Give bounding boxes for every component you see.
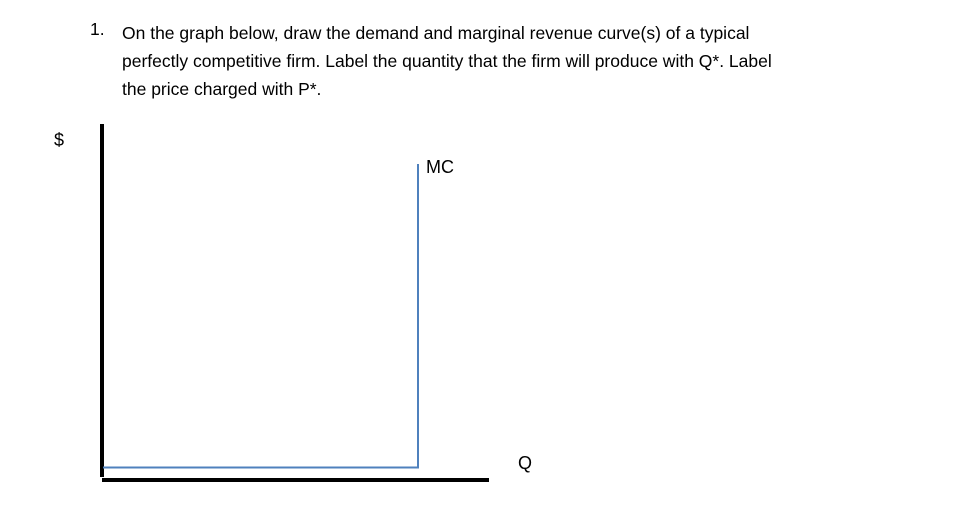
x-axis-label: Q [518,453,533,473]
mc-label: MC [426,157,454,177]
question-number: 1. [90,19,105,39]
question-line: perfectly competitive firm. Label the qu… [122,51,772,71]
question-line: On the graph below, draw the demand and … [122,23,750,43]
y-axis-label: $ [54,130,65,150]
mc-curve [103,164,419,469]
question-text: On the graph below, draw the demand and … [122,19,922,103]
question-line: the price charged with P*. [122,79,322,99]
